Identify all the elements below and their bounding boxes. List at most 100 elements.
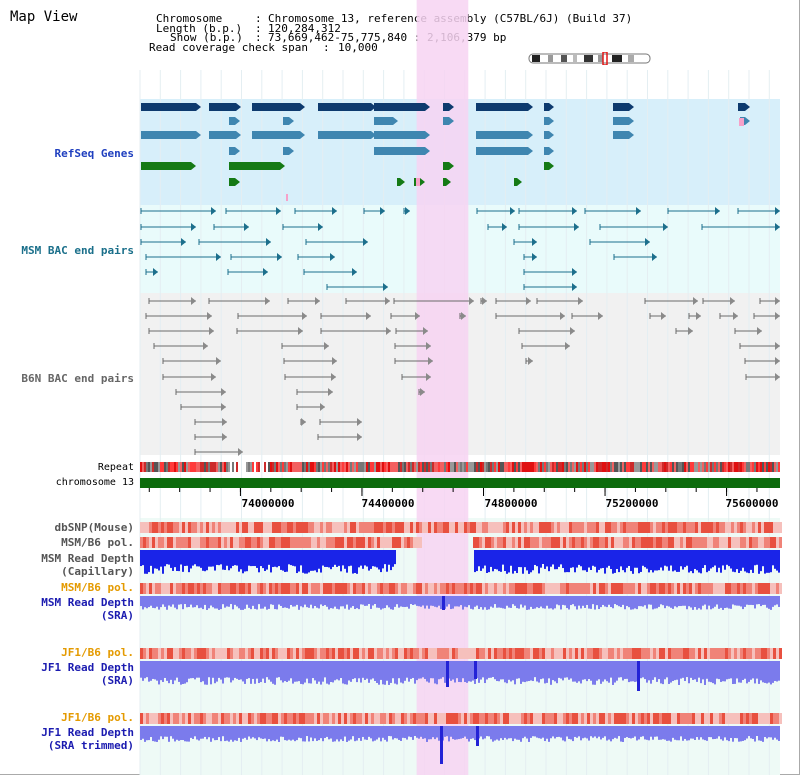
jf1-b6-pol-strip <box>758 713 761 724</box>
dbsnp-strip <box>404 522 407 533</box>
msm-depth-capillary-bar <box>286 550 288 572</box>
msm-depth-capillary-bar <box>384 550 386 565</box>
repeat-element <box>328 462 330 472</box>
jf1-b6-pol-strip <box>695 713 698 724</box>
jf1-b6-pol-strip <box>197 713 200 724</box>
jf1-b6-pol-strip <box>374 648 377 659</box>
msm-depth-sra-bar <box>722 596 724 610</box>
repeat-element <box>418 462 420 472</box>
jf1-depth-sra-trimmed-bar <box>396 726 398 739</box>
jf1-b6-pol-strip <box>179 648 182 659</box>
msm-depth-capillary-bar <box>516 550 518 574</box>
msm-depth-sra-bar <box>396 596 398 605</box>
msm-depth-sra-bar <box>628 596 630 608</box>
msm-depth-sra-bar <box>586 596 588 605</box>
jf1-depth-sra-bar <box>282 661 284 683</box>
repeat-element <box>180 462 182 472</box>
msm-b6-pol-strip <box>500 537 503 548</box>
msm-depth-sra-bar <box>382 596 384 609</box>
repeat-element <box>302 462 304 472</box>
msm-b6-pol-strip <box>695 537 698 548</box>
jf1-depth-sra-trimmed-bar <box>568 726 570 739</box>
msm-b6-pol-strip <box>221 583 224 594</box>
jf1-depth-sra-bar <box>398 661 400 679</box>
msm-depth-sra-bar <box>506 596 508 606</box>
msm-b6-pol-strip <box>341 537 344 548</box>
repeat-element <box>510 462 512 472</box>
msm-b6-pol-strip <box>215 537 218 548</box>
msm-b6-pol-strip <box>332 537 335 548</box>
jf1-b6-pol-strip <box>413 648 416 659</box>
dbsnp-strip <box>713 522 716 533</box>
msm-bac-arrow <box>532 238 537 246</box>
jf1-b6-pol-strip <box>254 713 257 724</box>
jf1-depth-sra-trimmed-bar <box>222 726 224 737</box>
jf1-b6-pol-strip <box>224 648 227 659</box>
jf1-depth-sra-trimmed-bar <box>516 726 518 740</box>
jf1-depth-sra-bar <box>458 661 460 682</box>
jf1-b6-pol-strip <box>311 648 314 659</box>
msm-depth-sra-bar <box>668 596 670 607</box>
jf1-b6-pol-strip <box>389 713 392 724</box>
jf1-depth-sra-bar <box>680 661 682 679</box>
msm-depth-sra-bar <box>754 596 756 609</box>
jf1-depth-sra-trimmed-bar <box>728 726 730 742</box>
msm-depth-capillary-bar <box>496 550 498 570</box>
refseq-gene <box>209 103 236 111</box>
msm-depth-sra-bar <box>774 596 776 606</box>
dbsnp-strip <box>542 522 545 533</box>
jf1-b6-pol-strip <box>701 648 704 659</box>
msm-b6-pol-strip <box>245 537 248 548</box>
msm-depth-capillary-bar <box>246 550 248 572</box>
msm-b6-pol-strip <box>719 583 722 594</box>
msm-depth-sra-bar <box>312 596 314 609</box>
jf1-b6-pol-strip <box>671 713 674 724</box>
jf1-b6-pol-strip <box>392 648 395 659</box>
msm-depth-sra-bar <box>468 596 470 606</box>
msm-b6-pol-strip <box>377 583 380 594</box>
msm-b6-pol-strip <box>272 537 275 548</box>
repeat-element <box>456 462 458 472</box>
repeat-element <box>394 462 396 472</box>
chromosome-ideogram[interactable] <box>528 52 652 65</box>
refseq-gene <box>141 131 196 139</box>
dbsnp-strip <box>554 522 557 533</box>
dbsnp-strip <box>437 522 440 533</box>
msm-b6-pol-strip <box>224 537 227 548</box>
jf1-depth-sra-trimmed-bar <box>694 726 696 740</box>
msm-b6-pol-strip <box>653 583 656 594</box>
jf1-b6-pol-strip <box>227 713 230 724</box>
jf1-depth-sra-trimmed-bar-spike <box>476 726 479 746</box>
ideogram-band <box>598 55 603 62</box>
jf1-depth-sra-bar <box>618 661 620 678</box>
msm-b6-pol-strip <box>677 583 680 594</box>
msm-depth-capillary-bar <box>268 550 270 565</box>
msm-depth-sra-bar <box>214 596 216 609</box>
repeat-element <box>578 462 580 472</box>
msm-depth-sra-bar <box>438 596 440 606</box>
msm-depth-sra-bar <box>756 596 758 605</box>
jf1-depth-sra-bar <box>632 661 634 682</box>
jf1-depth-sra-bar <box>506 661 508 684</box>
msm-b6-pol-strip <box>563 537 566 548</box>
dbsnp-strip <box>179 522 182 533</box>
jf1-b6-pol-strip <box>491 648 494 659</box>
msm-b6-pol-strip <box>578 537 581 548</box>
msm-b6-pol-strip <box>659 537 662 548</box>
jf1-depth-sra-trimmed-bar <box>172 726 174 739</box>
b6n-bac-arrow <box>565 342 570 350</box>
dbsnp-strip <box>149 522 152 533</box>
msm-b6-pol-strip <box>737 537 740 548</box>
msm-depth-sra-bar <box>692 596 694 610</box>
jf1-depth-sra-trimmed-bar <box>562 726 564 741</box>
jf1-depth-sra-bar <box>556 661 558 684</box>
jf1-depth-sra-trimmed-bar <box>654 726 656 737</box>
msm-depth-sra-bar <box>706 596 708 610</box>
repeat-element <box>218 462 220 472</box>
repeat-element <box>528 462 530 472</box>
msm-b6-pol-strip <box>593 583 596 594</box>
jf1-depth-sra-bar <box>146 661 148 678</box>
repeat-element <box>750 462 752 472</box>
repeat-element <box>504 462 506 472</box>
